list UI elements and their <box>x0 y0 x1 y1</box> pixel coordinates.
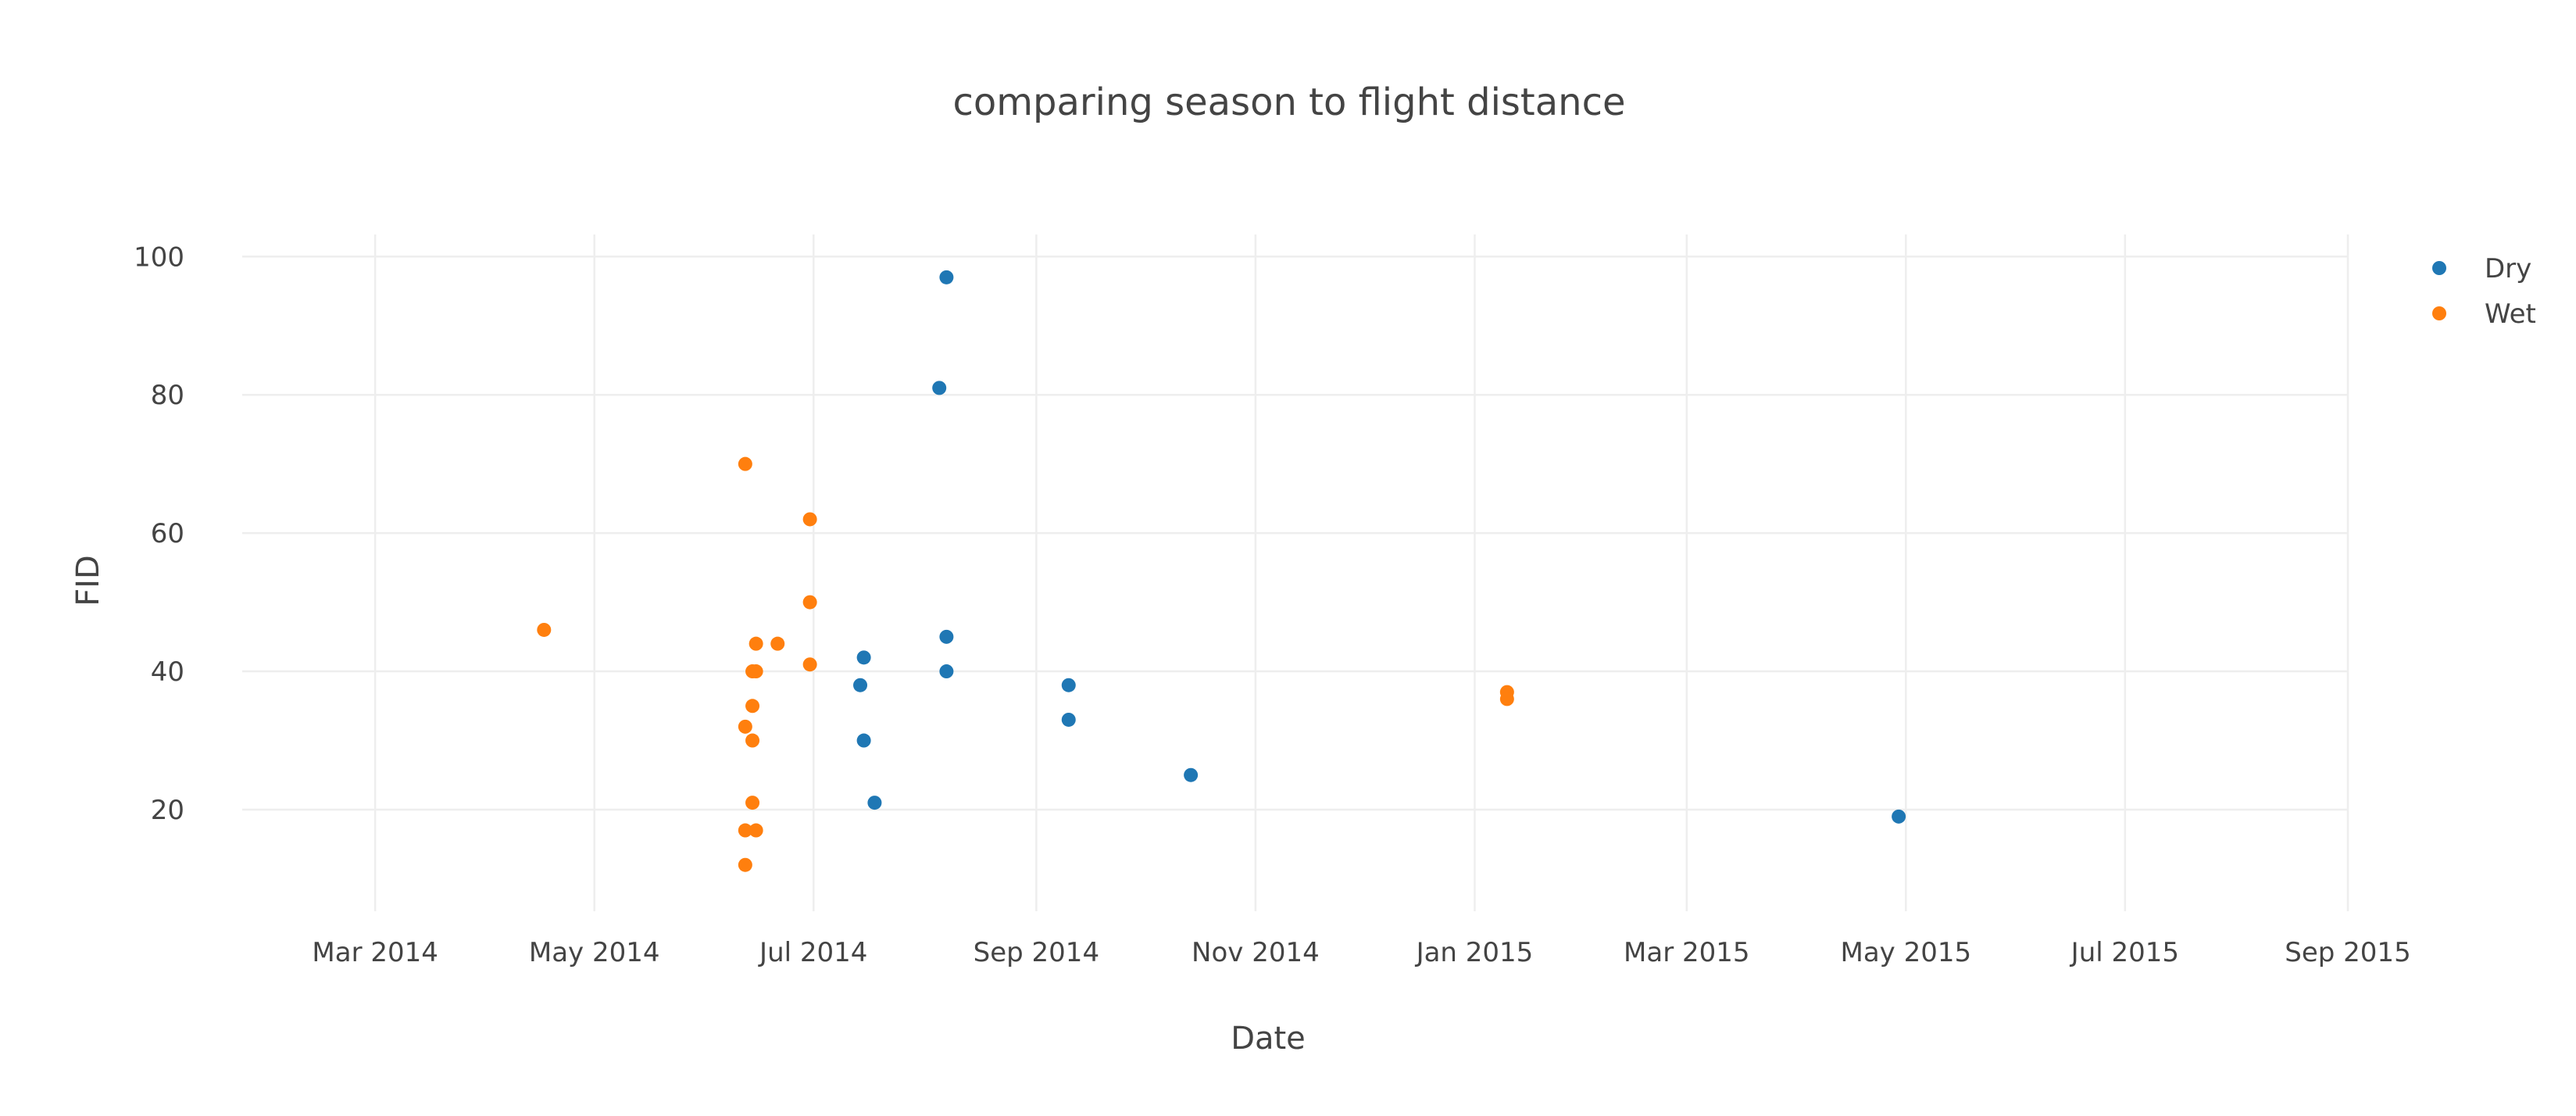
data-point-dry <box>856 650 871 665</box>
data-point-dry <box>939 629 954 644</box>
data-point-wet <box>802 595 817 610</box>
x-tick-label: May 2015 <box>1841 937 1972 968</box>
x-tick-label: Mar 2014 <box>312 937 438 968</box>
x-tick-label: Nov 2014 <box>1192 937 1320 968</box>
data-point-dry <box>856 733 871 748</box>
y-tick-label: 20 <box>151 795 184 826</box>
data-point-wet <box>738 719 752 734</box>
x-tick-label: Jul 2014 <box>758 937 867 968</box>
data-point-dry <box>1892 809 1906 824</box>
data-point-wet <box>802 512 817 527</box>
x-tick-label: Sep 2015 <box>2285 937 2410 968</box>
y-tick-label: 100 <box>134 241 184 273</box>
data-point-dry <box>853 678 868 692</box>
legend-label-wet: Wet <box>2485 299 2536 330</box>
y-axis-title: FID <box>70 555 106 606</box>
data-point-wet <box>749 636 763 651</box>
data-point-dry <box>932 381 947 395</box>
data-point-dry <box>1184 767 1199 782</box>
x-tick-label: Jul 2015 <box>2070 937 2179 968</box>
chart-title: comparing season to flight distance <box>953 80 1626 124</box>
legend: Dry Wet <box>2432 253 2536 330</box>
data-point-dry <box>939 270 954 284</box>
data-point-wet <box>745 699 760 714</box>
data-point-wet <box>770 636 785 651</box>
data-points <box>537 270 1906 872</box>
y-axis-ticks: 20 40 60 80 100 <box>134 241 184 826</box>
data-point-wet <box>749 664 763 679</box>
data-point-wet <box>738 857 752 872</box>
data-point-wet <box>1499 692 1514 706</box>
x-tick-label: May 2014 <box>529 937 660 968</box>
data-point-wet <box>738 456 752 471</box>
data-point-wet <box>745 733 760 748</box>
legend-marker-dry <box>2432 261 2446 275</box>
x-axis-ticks: Mar 2014 May 2014 Jul 2014 Sep 2014 Nov 2014… <box>312 937 2410 968</box>
y-tick-label: 80 <box>151 380 184 411</box>
data-point-wet <box>738 823 752 838</box>
data-point-dry <box>867 796 882 810</box>
legend-marker-wet <box>2432 306 2446 320</box>
x-tick-label: Sep 2014 <box>974 937 1099 968</box>
data-point-dry <box>1061 678 1076 692</box>
y-tick-label: 40 <box>151 656 184 688</box>
data-point-dry <box>939 664 954 679</box>
data-point-wet <box>537 622 552 637</box>
data-point-dry <box>1061 712 1076 727</box>
y-tick-label: 60 <box>151 518 184 549</box>
x-tick-label: Jan 2015 <box>1415 937 1534 968</box>
grid-layer <box>242 234 2349 911</box>
data-point-wet <box>745 796 760 810</box>
x-tick-label: Mar 2015 <box>1624 937 1749 968</box>
legend-label-dry: Dry <box>2485 253 2531 284</box>
data-point-wet <box>802 657 817 672</box>
data-point-wet <box>749 823 763 838</box>
x-axis-title: Date <box>1231 1021 1306 1057</box>
